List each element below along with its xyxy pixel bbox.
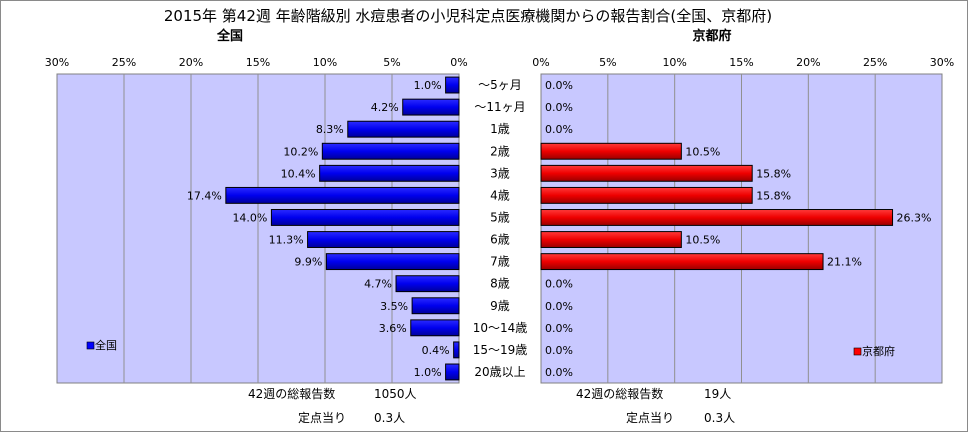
- figure-border: [0, 0, 968, 432]
- chart-figure: 2015年 第42週 年齢階級別 水痘患者の小児科定点医療機関からの報告割合(全…: [0, 0, 968, 432]
